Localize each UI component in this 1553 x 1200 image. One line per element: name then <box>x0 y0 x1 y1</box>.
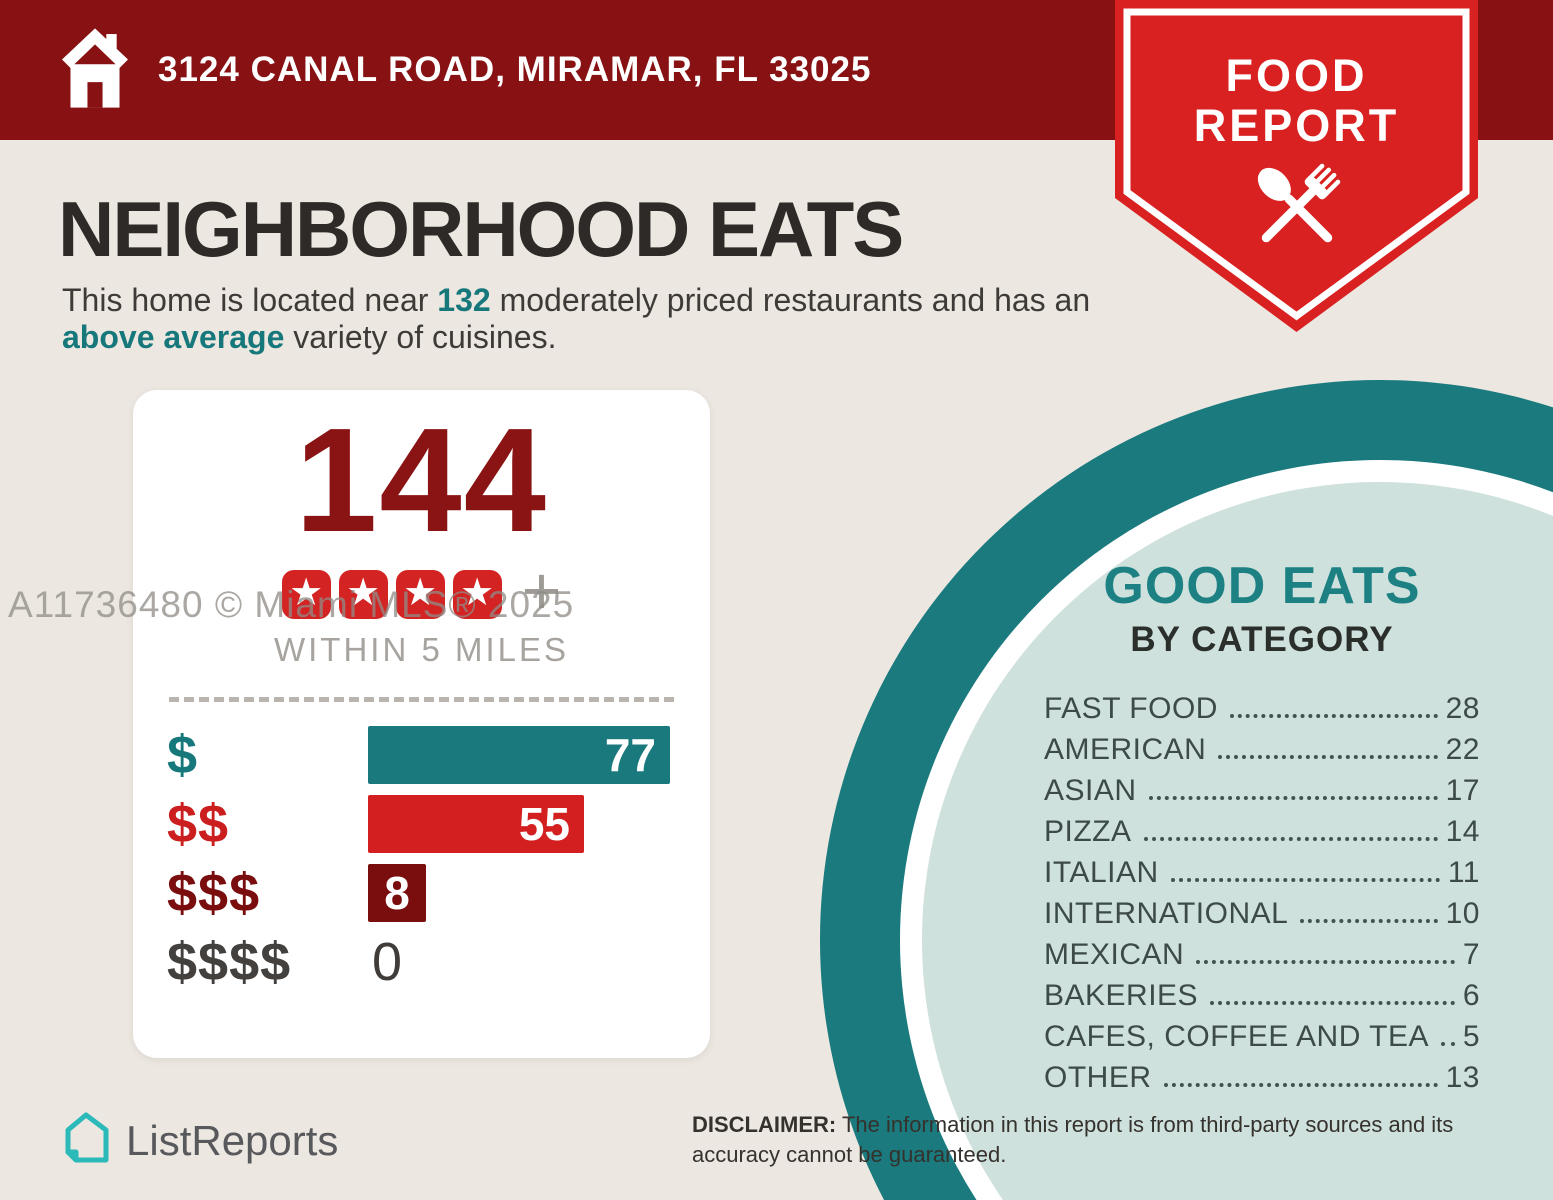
price-tier-row: $$$ 8 <box>167 863 710 924</box>
price-tier-label: $$ <box>167 794 230 855</box>
price-tier-label: $$$$ <box>167 932 292 993</box>
property-address: 3124 CANAL ROAD, MIRAMAR, FL 33025 <box>158 50 872 89</box>
restaurant-summary-card: 144 ★ ★ ★ ★ + WITHIN 5 MILES $ 77 $$ 55 <box>133 390 710 1058</box>
plus-sign: + <box>521 553 562 630</box>
intro-text: This home is located near 132 moderately… <box>62 282 1107 356</box>
category-label: OTHER <box>1044 1061 1152 1094</box>
dotted-leader <box>1300 919 1438 923</box>
category-row: OTHER 13 <box>1044 1053 1480 1094</box>
category-count: 7 <box>1462 938 1480 971</box>
intro-mid: moderately priced restaurants and has an <box>490 282 1091 318</box>
category-row: INTERNATIONAL 10 <box>1044 889 1480 930</box>
category-count: 13 <box>1445 1061 1480 1094</box>
total-restaurant-count: 144 <box>295 398 548 563</box>
category-label: ITALIAN <box>1044 856 1159 889</box>
spoon-fork-icon <box>1257 163 1340 243</box>
category-row: PIZZA 14 <box>1044 807 1480 848</box>
category-count: 28 <box>1445 692 1480 725</box>
restaurant-count: 132 <box>437 282 491 318</box>
page-title: NEIGHBORHOOD EATS <box>58 185 904 273</box>
price-tier-bar-chart: $ 77 $$ 55 $$$ 8 <box>167 726 710 991</box>
star-icon: ★ <box>452 569 502 619</box>
category-count: 11 <box>1447 856 1480 889</box>
variety-highlight: above average <box>62 319 285 356</box>
good-eats-panel: GOOD EATS BY CATEGORY FAST FOOD 28 AMERIC… <box>1044 556 1480 1094</box>
category-row: CAFES, COFFEE AND TEA 5 <box>1044 1012 1480 1053</box>
home-icon <box>62 27 128 114</box>
price-tier-row: $ 77 <box>167 725 710 786</box>
ribbon-shape <box>1115 0 1478 332</box>
price-tier-row: $$$$ 0 <box>167 933 710 991</box>
price-bar: 8 <box>368 864 426 923</box>
category-row: MEXICAN 7 <box>1044 930 1480 971</box>
mls-watermark: A11736480 © Miami MLS® 2025 <box>8 584 575 625</box>
category-row: FAST FOOD 28 <box>1044 684 1480 725</box>
disclaimer-label: DISCLAIMER: <box>692 1112 837 1137</box>
intro-post: variety of cuisines. <box>284 319 557 356</box>
category-row: AMERICAN 22 <box>1044 725 1480 766</box>
price-bar-value: 77 <box>604 729 656 782</box>
good-eats-subtitle: BY CATEGORY <box>1130 620 1394 659</box>
category-label: FAST FOOD <box>1044 692 1218 725</box>
category-label: BAKERIES <box>1044 979 1199 1012</box>
category-label: ASIAN <box>1044 774 1137 807</box>
price-bar: 55 <box>368 795 584 854</box>
disclaimer-line1: The information in this report is from t… <box>841 1112 1454 1137</box>
dotted-leader <box>1229 714 1438 718</box>
disclaimer-text: DISCLAIMER: The information in this repo… <box>692 1110 1552 1169</box>
dotted-leader <box>1196 960 1455 964</box>
category-count: 14 <box>1445 815 1480 848</box>
price-bar-value: 55 <box>518 798 570 851</box>
category-row: ASIAN 17 <box>1044 766 1480 807</box>
price-bar: 77 <box>368 726 670 785</box>
listreports-logo: ListReports <box>60 1110 338 1171</box>
star-icon: ★ <box>395 569 445 619</box>
price-bar: 0 <box>368 933 710 991</box>
category-list: FAST FOOD 28 AMERICAN 22 ASIAN 17 PIZZA 14 I… <box>1044 684 1480 1094</box>
category-label: INTERNATIONAL <box>1044 897 1289 930</box>
category-label: CAFES, COFFEE AND TEA <box>1044 1020 1430 1053</box>
dotted-leader <box>1170 878 1440 882</box>
disclaimer-line2: accuracy cannot be guaranteed. <box>692 1141 1007 1167</box>
category-label: MEXICAN <box>1044 938 1185 971</box>
category-count: 10 <box>1445 897 1480 930</box>
badge-title-line2: REPORT <box>1193 100 1400 151</box>
intro-pre: This home is located near <box>62 282 438 318</box>
dotted-leader <box>1148 796 1438 800</box>
category-label: PIZZA <box>1044 815 1132 848</box>
category-count: 17 <box>1445 774 1480 807</box>
badge-title-line1: FOOD <box>1225 50 1368 101</box>
category-row: ITALIAN 11 <box>1044 848 1480 889</box>
food-report-badge: FOOD REPORT <box>1115 0 1478 340</box>
dotted-leader <box>1218 755 1438 759</box>
dotted-leader <box>1441 1042 1455 1046</box>
price-tier-label: $$$ <box>167 863 261 924</box>
star-icon: ★ <box>281 569 331 619</box>
radius-label: WITHIN 5 MILES <box>273 631 570 669</box>
price-tier-row: $$ 55 <box>167 794 710 855</box>
listreports-house-icon <box>60 1110 112 1171</box>
star-icon: ★ <box>338 569 388 619</box>
dotted-leader <box>1210 1001 1455 1005</box>
category-count: 5 <box>1462 1020 1480 1053</box>
dotted-leader <box>1163 1083 1438 1087</box>
listreports-wordmark: ListReports <box>126 1116 339 1164</box>
dashed-divider <box>169 697 674 703</box>
good-eats-title: GOOD EATS <box>1103 557 1421 615</box>
price-bar-value: 8 <box>384 867 410 920</box>
category-count: 6 <box>1462 979 1480 1012</box>
price-tier-label: $ <box>167 725 199 786</box>
star-rating: ★ ★ ★ ★ + <box>133 557 710 625</box>
dotted-leader <box>1143 837 1438 841</box>
category-count: 22 <box>1445 733 1480 766</box>
category-row: BAKERIES 6 <box>1044 971 1480 1012</box>
category-label: AMERICAN <box>1044 733 1207 766</box>
price-bar-value: 0 <box>372 932 403 993</box>
